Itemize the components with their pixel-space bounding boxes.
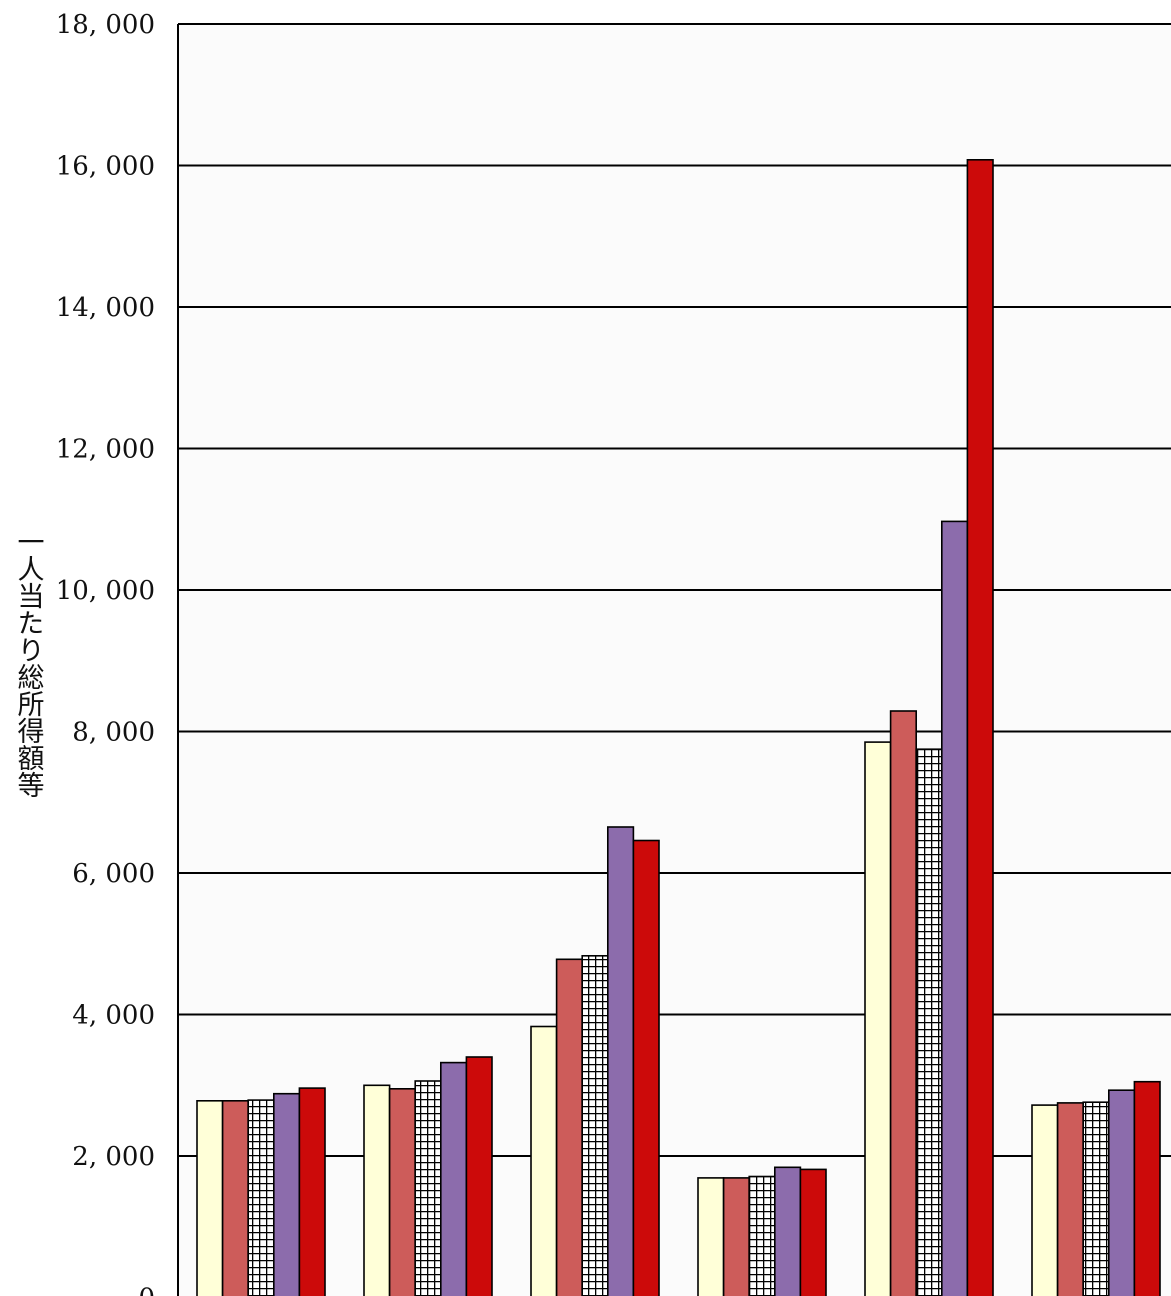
bar [388,1088,417,1296]
bar [697,1177,725,1296]
y-axis-ticks: 0 2, 000 4, 000 6, 000 8, 000 10, 000 12, 000 1… [56,10,155,1296]
bar [530,1025,558,1296]
bar [799,1168,827,1296]
bar [1056,1102,1084,1296]
bar [581,954,609,1296]
bar [915,748,943,1296]
bar [606,826,635,1296]
bar [889,710,917,1296]
bar [864,741,892,1296]
bar [748,1175,776,1296]
bar [1133,1080,1161,1296]
y-tick-label: 14, 000 [56,293,155,323]
y-tick-label: 16, 000 [56,152,155,182]
bar [272,1092,301,1296]
bar [363,1084,391,1296]
bar [1082,1101,1110,1296]
y-axis-title: 一人当たり総所得額等 [13,528,45,798]
bar [414,1080,442,1296]
y-tick-label: 2, 000 [72,1142,155,1172]
bar [439,1061,468,1296]
bar [1108,1089,1136,1296]
bar [555,958,583,1296]
y-tick-label: 10, 000 [56,576,155,606]
y-tick-label: 4, 000 [72,1001,155,1031]
bar [196,1100,224,1296]
y-tick-label: 8, 000 [72,718,155,748]
bar [1031,1104,1059,1296]
bar [722,1177,750,1296]
bar [465,1056,493,1296]
bar [773,1166,802,1296]
bar [966,159,994,1296]
bar [221,1100,250,1296]
y-tick-label: 6, 000 [72,859,155,889]
bars [196,159,1161,1296]
bar [940,520,969,1296]
y-tick-label: 0 [138,1284,155,1296]
y-tick-label: 18, 000 [56,10,155,40]
y-tick-label: 12, 000 [56,435,155,465]
plot-area [178,24,1171,1296]
gridlines [178,23,1171,1157]
bar [298,1087,326,1296]
bar [632,839,660,1296]
bar [247,1099,275,1296]
